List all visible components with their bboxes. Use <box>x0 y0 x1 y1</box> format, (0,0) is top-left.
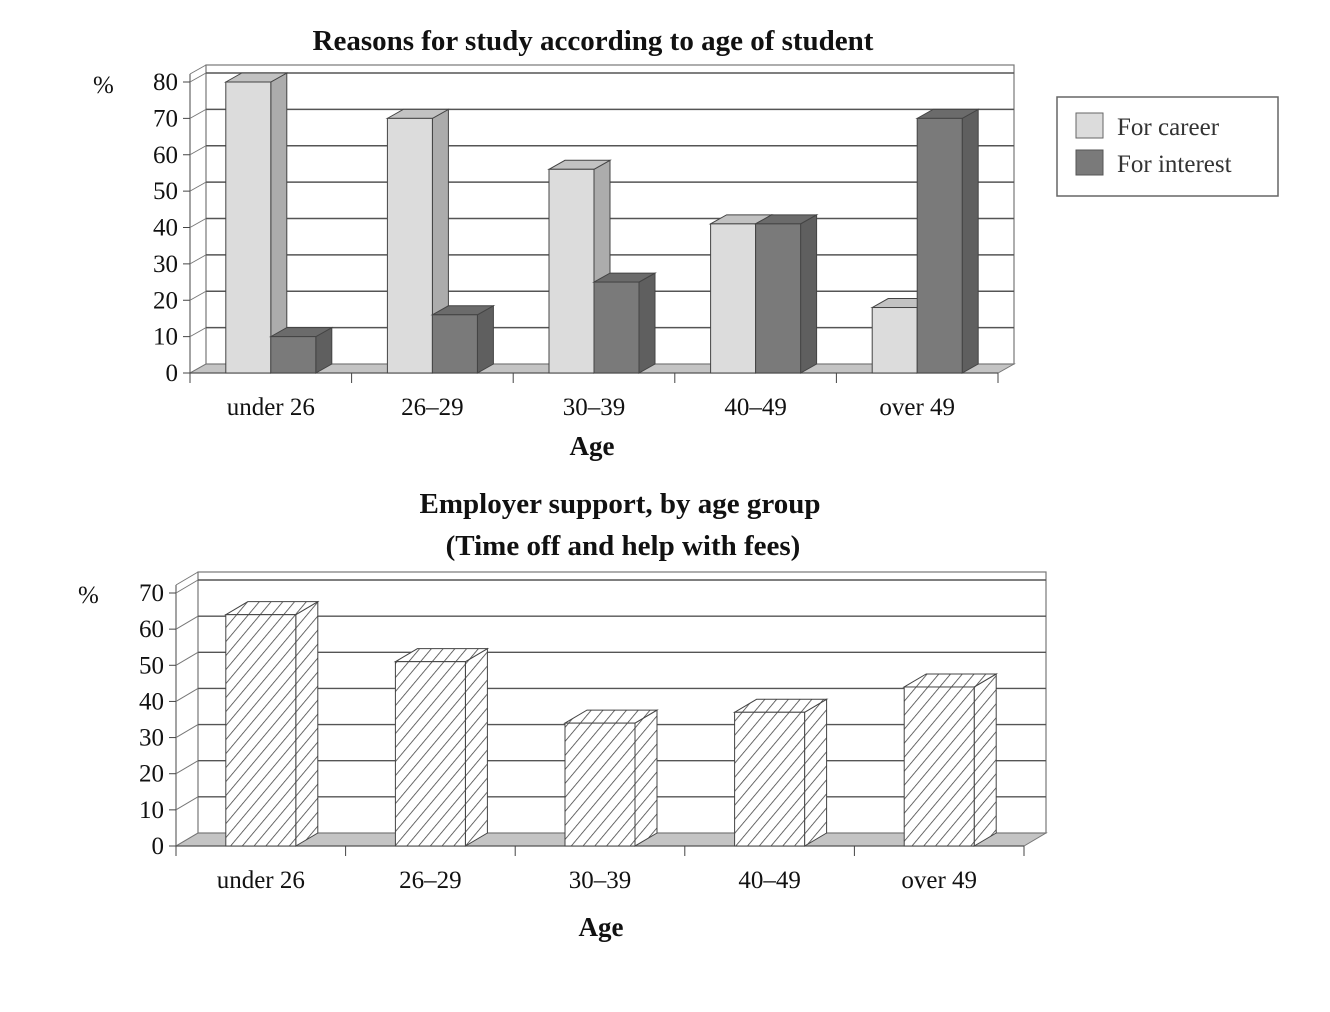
bar-side <box>270 72 288 374</box>
bar-side <box>973 673 997 847</box>
bar-employer-support <box>903 686 975 847</box>
chart2-xlabel: Age <box>579 912 624 942</box>
bar-side <box>800 214 818 374</box>
y-tick-label: 20 <box>139 761 164 788</box>
bar-side <box>295 600 319 847</box>
bar-for-interest <box>755 223 802 374</box>
chart-side-edge <box>189 64 207 75</box>
y-tick-label: 80 <box>153 69 178 96</box>
y-tick-label: 50 <box>153 178 178 205</box>
y-tick-label: 60 <box>139 616 164 643</box>
x-tick-label: 40–49 <box>738 867 801 894</box>
x-tick-label: over 49 <box>901 867 977 894</box>
x-tick-label: 40–49 <box>724 394 787 421</box>
chart2-ylabel: % <box>78 582 99 609</box>
gridline-side <box>175 724 199 739</box>
gridline-side <box>175 760 199 775</box>
legend-swatch-interest <box>1075 149 1104 176</box>
y-tick-label: 70 <box>139 580 164 607</box>
bar-employer-support <box>564 722 636 847</box>
bar-side <box>476 304 494 374</box>
gridline-side <box>189 254 207 265</box>
chart1-title: Reasons for study according to age of st… <box>313 25 874 57</box>
y-tick-label: 0 <box>166 360 179 387</box>
gridline-side <box>189 218 207 228</box>
y-tick-label: 60 <box>153 142 178 169</box>
x-tick-label: 26–29 <box>401 394 464 421</box>
x-tick-label: under 26 <box>217 867 305 894</box>
gridline-side <box>189 181 207 192</box>
chart2-plot: 0 10 20 30 40 50 60 70 under 26 26–29 30–39 40–49 ov… <box>139 571 1048 894</box>
legend-box <box>1056 96 1279 197</box>
bar-employer-support <box>734 711 806 847</box>
x-tick-label: 30–39 <box>569 867 632 894</box>
y-tick-label: 50 <box>139 652 164 679</box>
gridline-side <box>175 579 199 594</box>
y-tick-label: 40 <box>153 215 178 242</box>
bar-employer-support <box>225 614 297 847</box>
bar-side <box>464 647 488 847</box>
y-tick-label: 0 <box>152 833 165 860</box>
bar-for-interest <box>270 336 317 374</box>
x-tick-label: over 49 <box>879 394 955 421</box>
gridline-side <box>189 363 207 374</box>
bar-for-interest <box>593 281 640 374</box>
bar-for-career <box>548 168 595 374</box>
chart2-subtitle: (Time off and help with fees) <box>446 530 801 562</box>
chart1-legend: For career For interest <box>1056 96 1279 197</box>
bar-side <box>638 272 656 374</box>
x-tick-label: 26–29 <box>399 867 462 894</box>
gridline-side <box>175 832 199 847</box>
gridline-side <box>189 145 207 156</box>
x-tick-label: under 26 <box>227 394 315 421</box>
bar-employer-support <box>394 661 466 847</box>
bar-for-career <box>386 117 433 374</box>
bar-for-interest <box>431 314 478 374</box>
gridline-side <box>175 651 199 666</box>
x-tick-label: 30–39 <box>563 394 626 421</box>
bar-for-career <box>710 223 757 374</box>
chart2-title: Employer support, by age group <box>420 488 821 520</box>
bar-for-career <box>871 307 918 374</box>
gridline-side <box>189 72 207 83</box>
bar-side <box>634 709 658 847</box>
bar-for-interest <box>916 117 963 374</box>
chart1-ylabel: % <box>93 72 114 99</box>
y-tick-label: 70 <box>153 105 178 132</box>
y-tick-label: 10 <box>153 324 178 351</box>
bar-side <box>961 108 979 374</box>
gridline-side <box>175 796 199 811</box>
legend-label-career: For career <box>1117 114 1220 141</box>
y-tick-label: 30 <box>153 251 178 278</box>
chart1-xlabel: Age <box>570 431 615 461</box>
y-tick-label: 40 <box>139 688 164 715</box>
legend-label-interest: For interest <box>1117 151 1232 178</box>
legend-swatch-career <box>1075 112 1104 139</box>
y-tick-label: 10 <box>139 797 164 824</box>
gridline-side <box>189 108 207 119</box>
chart1-plot: 0 10 20 30 40 50 60 70 80 under 26 26–29 30–39 40–49… <box>153 64 1016 421</box>
chart-side-edge <box>175 571 199 586</box>
gridline-side <box>175 615 199 630</box>
gridline-side <box>175 687 199 702</box>
gridline-side <box>189 327 207 338</box>
y-tick-label: 30 <box>139 725 164 752</box>
bar-for-career <box>225 81 272 374</box>
y-tick-label: 20 <box>153 287 178 314</box>
bar-side <box>804 698 828 847</box>
gridline-side <box>189 290 207 301</box>
